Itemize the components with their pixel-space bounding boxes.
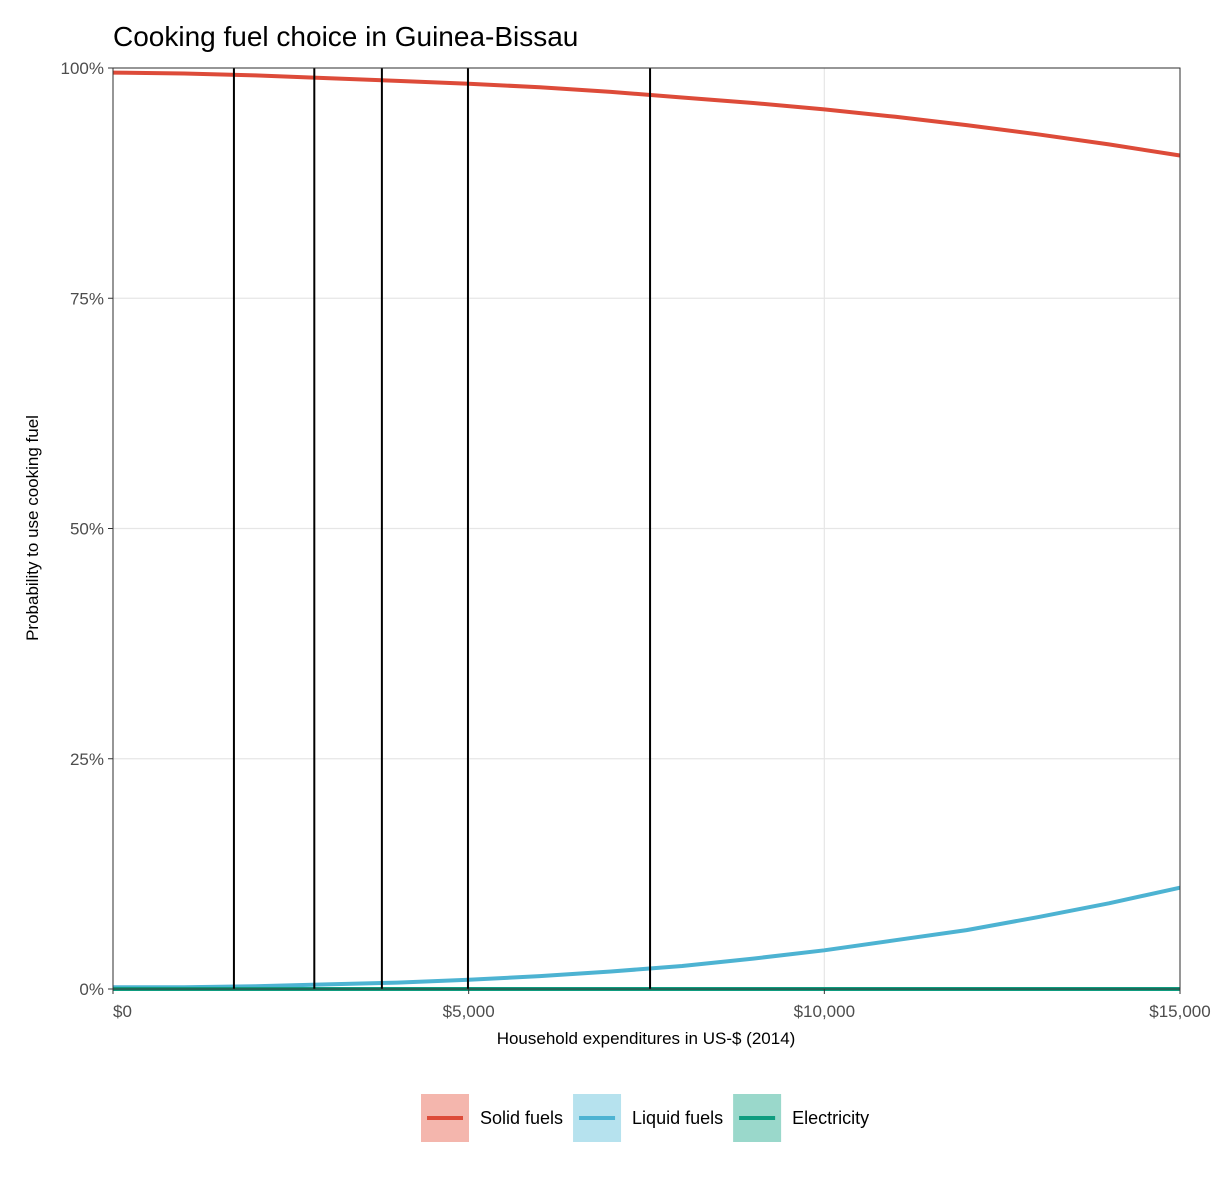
y-axis: 0% 25% 50% 75% 100% (61, 59, 113, 999)
x-tick-label-2: $10,000 (794, 1002, 855, 1021)
x-axis: $0 $5,000 $10,000 $15,000 (112, 989, 1211, 1021)
x-tick-label-1: $5,000 (443, 1002, 495, 1021)
y-tick-label-4: 100% (61, 59, 104, 78)
x-axis-title: Household expenditures in US-$ (2014) (497, 1029, 796, 1048)
series-line-liquid-fuels (113, 885, 1181, 990)
grid (112, 67, 1181, 990)
y-axis-title: Probability to use cooking fuel (23, 415, 42, 641)
chart-title: Cooking fuel choice in Guinea-Bissau (113, 21, 578, 52)
y-tick-label-3: 75% (70, 289, 104, 308)
x-tick-label-0: $0 (113, 1002, 132, 1021)
legend-label-solid-fuels: Solid fuels (480, 1108, 563, 1128)
x-tick-label-3: $15,000 (1149, 1002, 1210, 1021)
legend: Solid fuels Liquid fuels Electricity (421, 1094, 869, 1142)
legend-label-electricity: Electricity (792, 1108, 869, 1128)
y-tick-label-1: 25% (70, 750, 104, 769)
series-line-solid-fuels (112, 70, 1181, 158)
y-tick-label-2: 50% (70, 520, 104, 539)
y-tick-label-0: 0% (79, 980, 104, 999)
legend-label-liquid-fuels: Liquid fuels (632, 1108, 723, 1128)
